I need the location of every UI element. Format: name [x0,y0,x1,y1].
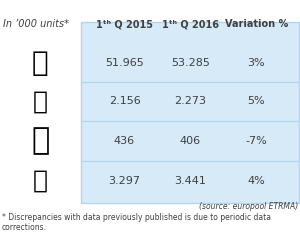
Text: 1ᵗʰ Q 2016: 1ᵗʰ Q 2016 [162,20,219,29]
Text: 1ᵗʰ Q 2015: 1ᵗʰ Q 2015 [96,20,153,29]
Text: * Discrepancies with data previously published is due to periodic data: * Discrepancies with data previously pub… [2,213,271,222]
Text: 🛵: 🛵 [33,168,48,193]
FancyBboxPatch shape [81,22,298,203]
Text: 5%: 5% [248,96,265,106]
Text: 406: 406 [180,136,201,146]
Text: 436: 436 [114,136,135,146]
Text: 3.441: 3.441 [175,176,206,185]
Text: 🚗: 🚗 [32,49,49,77]
Text: 🚚: 🚚 [33,89,48,113]
Text: 2.156: 2.156 [109,96,140,106]
Text: 2.273: 2.273 [175,96,206,106]
Text: 53.285: 53.285 [171,58,210,68]
Text: 3%: 3% [248,58,265,68]
Text: In ’000 units*: In ’000 units* [3,20,69,29]
Text: 51.965: 51.965 [105,58,144,68]
Text: 🚜: 🚜 [31,127,50,155]
Text: 4%: 4% [248,176,266,185]
Text: (source: europool ETRMA): (source: europool ETRMA) [199,202,298,211]
Text: 3.297: 3.297 [109,176,140,185]
Text: corrections.: corrections. [2,223,46,232]
Text: Variation %: Variation % [225,20,288,29]
Text: -7%: -7% [246,136,267,146]
